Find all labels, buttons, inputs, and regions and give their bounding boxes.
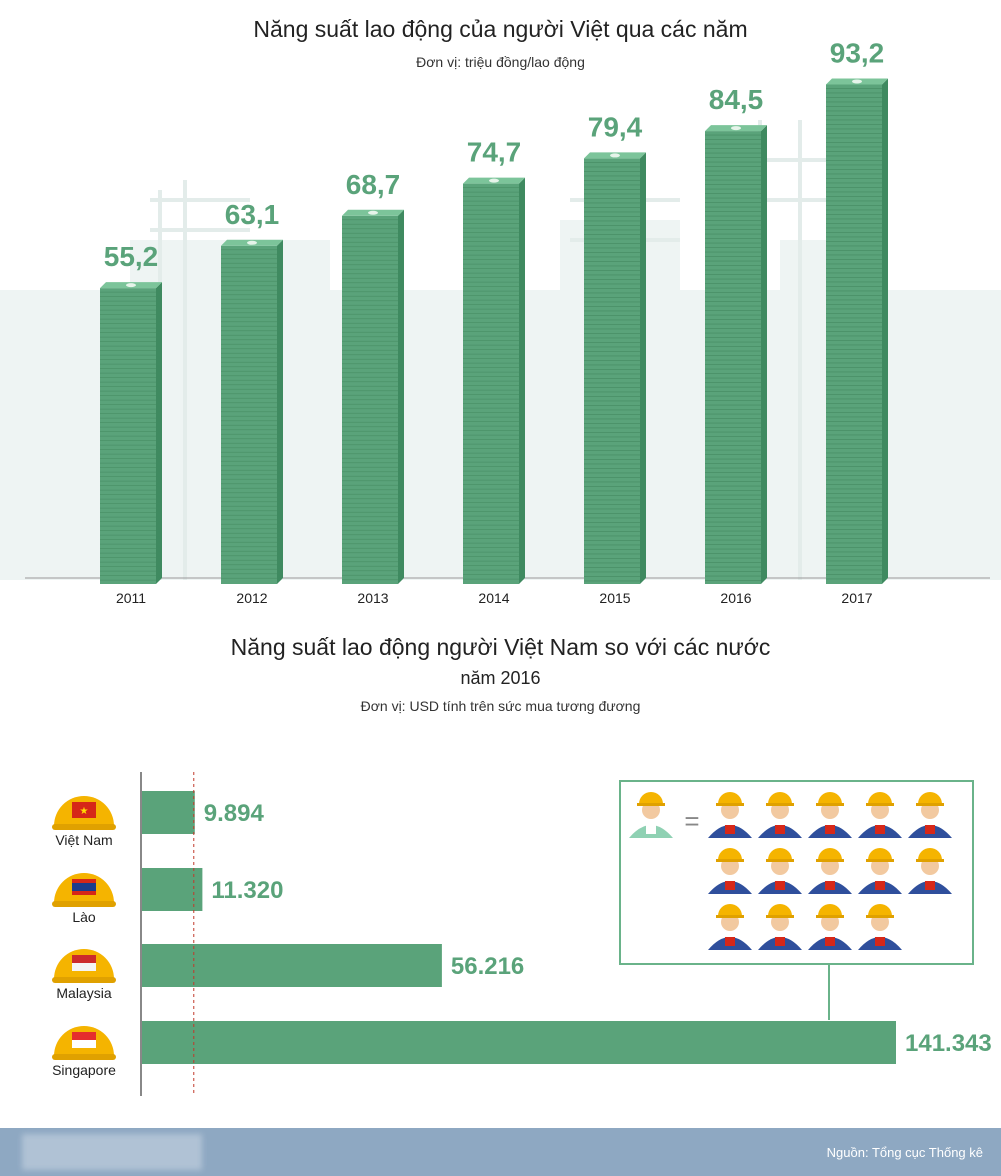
worker-icon <box>758 848 802 894</box>
value-label-2015: 79,4 <box>588 111 643 142</box>
year-label-2013: 2013 <box>357 590 388 606</box>
helmet-flag-icon <box>52 949 116 983</box>
worker-icon <box>808 848 852 894</box>
chart2-bars: 9.894 ★ Việt Nam 11.320 Lào 56.216 Malaysia 141… <box>52 772 992 1096</box>
worker-icon <box>858 792 902 838</box>
footer-logo-blurred <box>22 1134 202 1170</box>
footer: Nguồn: Tổng cục Thống kê <box>0 1128 1001 1176</box>
equals-sign: = <box>684 806 699 836</box>
year-label-2015: 2015 <box>599 590 630 606</box>
chart2-title: Năng suất lao động người Việt Nam so với… <box>230 634 771 660</box>
hbar-value-3: 141.343 <box>905 1030 992 1057</box>
country-label-2: Malaysia <box>56 985 111 1001</box>
year-label-2014: 2014 <box>478 590 509 606</box>
worker-icon <box>758 904 802 950</box>
year-label-2016: 2016 <box>720 590 751 606</box>
bar-2015 <box>584 152 646 584</box>
country-label-1: Lào <box>72 909 96 925</box>
value-label-2016: 84,5 <box>709 84 764 115</box>
worker-icon <box>858 848 902 894</box>
bar-2011 <box>100 282 162 584</box>
chart2-subtitle: năm 2016 <box>460 668 541 688</box>
worker-icon <box>808 792 852 838</box>
value-label-2012: 63,1 <box>225 199 280 230</box>
hbar-value-1: 11.320 <box>211 877 283 904</box>
worker-icon <box>629 792 673 838</box>
worker-icon <box>808 904 852 950</box>
hbar-value-2: 56.216 <box>451 953 524 980</box>
value-label-2017: 93,2 <box>830 37 885 68</box>
worker-icon <box>908 848 952 894</box>
helmet-flag-icon <box>52 1026 116 1060</box>
chart1-bars: 55,2 2011 63,1 2012 68,7 2013 74,7 2014 79,4 2015… <box>100 37 888 606</box>
year-label-2011: 2011 <box>116 590 146 606</box>
year-label-2012: 2012 <box>236 590 267 606</box>
helmet-flag-icon: ★ <box>52 796 116 830</box>
hbar-value-0: 9.894 <box>204 800 265 827</box>
country-label-3: Singapore <box>52 1062 116 1078</box>
hbar-malaysia <box>142 944 442 987</box>
bar-2013 <box>342 209 404 584</box>
chart1-title: Năng suất lao động của người Việt qua cá… <box>253 16 748 42</box>
worker-icon <box>908 792 952 838</box>
bar-2016 <box>705 125 767 584</box>
worker-icon <box>858 904 902 950</box>
bar-2017 <box>826 78 888 584</box>
chart1-svg: 55,2 2011 63,1 2012 68,7 2013 74,7 2014 79,4 2015… <box>0 37 1001 606</box>
worker-icon <box>708 904 752 950</box>
worker-icon <box>708 792 752 838</box>
chart1-unit: Đơn vị: triệu đồng/lao động <box>416 54 585 70</box>
bar-2014 <box>463 177 525 584</box>
worker-comparison-box: = <box>619 780 974 1020</box>
value-label-2013: 68,7 <box>346 169 401 200</box>
bar-2012 <box>221 239 283 584</box>
hbar-việt-nam <box>142 791 195 834</box>
hbar-lào <box>142 868 203 911</box>
svg-text:★: ★ <box>80 806 89 817</box>
helmet-flag-icon <box>52 873 116 907</box>
value-label-2014: 74,7 <box>467 137 522 168</box>
chart2-unit: Đơn vị: USD tính trên sức mua tương đươn… <box>360 698 641 714</box>
country-label-0: Việt Nam <box>55 832 112 848</box>
year-label-2017: 2017 <box>841 590 872 606</box>
hbar-singapore <box>142 1021 896 1064</box>
chart2-svg: 9.894 ★ Việt Nam 11.320 Lào 56.216 Malaysia 141… <box>52 772 992 1096</box>
worker-icon <box>758 792 802 838</box>
footer-source: Nguồn: Tổng cục Thống kê <box>826 1145 983 1160</box>
value-label-2011: 55,2 <box>104 241 159 272</box>
worker-icon <box>708 848 752 894</box>
